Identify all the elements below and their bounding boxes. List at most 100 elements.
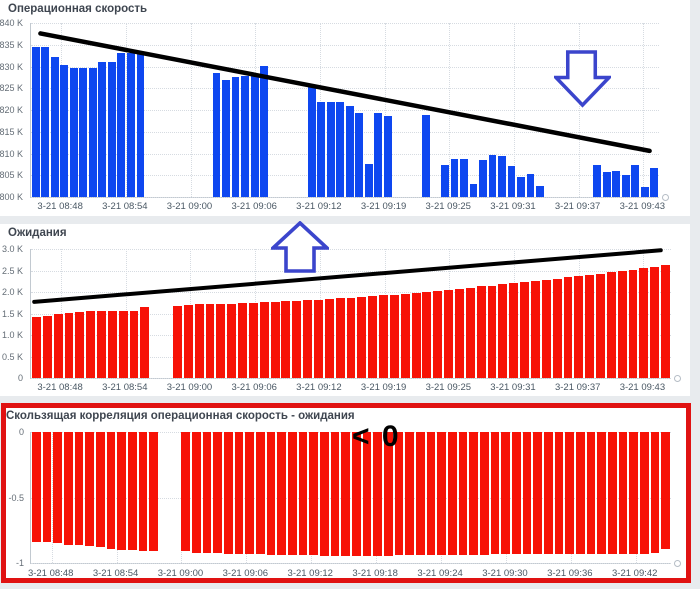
- bar: [530, 280, 540, 378]
- bar: [400, 293, 410, 378]
- x-tick-label: 3-21 09:43: [619, 382, 666, 393]
- bar: [86, 311, 96, 378]
- bar: [303, 300, 313, 378]
- negative-correlation-annotation: < 0: [352, 420, 401, 453]
- y-tick-label: 3.0 K: [1, 244, 23, 254]
- bar: [64, 312, 74, 378]
- bar: [498, 284, 508, 378]
- bar: [596, 273, 605, 378]
- x-tick-label: 3-21 09:24: [417, 568, 463, 579]
- bar: [509, 283, 519, 378]
- bar: [383, 432, 393, 557]
- y-tick-label: 0: [18, 427, 24, 437]
- bar: [536, 185, 544, 197]
- y-tick-label: 840 K: [0, 18, 23, 28]
- bar: [490, 432, 500, 554]
- x-tick-label: 3-21 09:06: [222, 568, 269, 579]
- bar: [374, 112, 383, 197]
- h-gridline: [31, 378, 671, 379]
- waits-chart-plot[interactable]: [30, 248, 681, 382]
- x-tick-label: 3-21 08:54: [92, 568, 139, 579]
- bar: [522, 432, 532, 554]
- bar: [389, 294, 399, 378]
- bar: [368, 296, 378, 378]
- v-gridline: [190, 23, 192, 197]
- bar: [621, 174, 630, 197]
- bar: [31, 46, 40, 197]
- x-tick-label: 3-21 09:18: [352, 568, 398, 579]
- bar: [335, 298, 345, 378]
- bar: [552, 278, 562, 378]
- bar: [526, 173, 535, 197]
- speed-chart-panel: Операционная скорость 840 K 835 K 830 K 825…: [0, 0, 690, 216]
- axis-end-marker: [674, 560, 681, 567]
- x-tick-label: 3-21 08:48: [37, 382, 83, 393]
- y-tick-label: 0: [17, 373, 23, 383]
- bar: [607, 432, 617, 554]
- x-tick-label: 3-21 09:30: [482, 568, 528, 579]
- x-tick-label: 3-21 09:00: [166, 201, 213, 212]
- x-tick-label: 3-21 08:48: [37, 201, 83, 212]
- x-tick-label: 3-21 09:19: [360, 382, 407, 393]
- waits-chart-title: Ожидания: [8, 227, 67, 239]
- bar: [421, 114, 430, 197]
- bar: [511, 432, 521, 554]
- bar: [351, 432, 361, 557]
- bar: [31, 316, 41, 378]
- bar: [554, 432, 564, 554]
- bar: [41, 46, 50, 197]
- bar: [234, 432, 244, 554]
- v-gridline: [116, 432, 118, 563]
- bar: [345, 106, 354, 197]
- bar: [216, 303, 226, 378]
- speed-chart-title: Операционная скорость: [8, 3, 148, 15]
- bar: [661, 265, 671, 378]
- bar: [498, 155, 506, 197]
- x-tick-label: 3-21 09:25: [425, 201, 471, 212]
- correlation-x-axis-labels: 3-21 08:48 3-21 08:54 3-21 09:00 3-21 09:06…: [28, 568, 670, 580]
- bar: [650, 432, 660, 553]
- bar: [245, 432, 255, 554]
- bar: [520, 282, 529, 378]
- bar: [117, 52, 126, 197]
- correlation-chart-title: Скользящая корреляция операционная скоро…: [6, 410, 355, 422]
- bar: [227, 303, 237, 378]
- correlation-chart-plot[interactable]: [30, 432, 681, 567]
- waits-y-axis-labels: 3.0 K 2.5 K 2.0 K 1.5 K 1.0 K 0.5 K 0: [0, 244, 27, 383]
- bar: [270, 301, 280, 378]
- h-gridline: [31, 249, 671, 250]
- bar: [85, 432, 95, 546]
- bar: [488, 155, 497, 197]
- bar: [364, 164, 373, 197]
- bar: [172, 306, 182, 378]
- y-tick-label: 830 K: [0, 61, 23, 72]
- bar: [97, 311, 106, 378]
- bar: [307, 86, 316, 197]
- bar: [631, 164, 640, 197]
- bar: [379, 295, 388, 378]
- bar: [336, 102, 345, 197]
- bar: [98, 62, 107, 197]
- y-tick-label: 805 K: [0, 170, 23, 181]
- bar: [455, 288, 464, 378]
- bar: [597, 432, 607, 554]
- bar: [50, 56, 59, 197]
- bar: [255, 432, 265, 554]
- bar: [563, 277, 573, 378]
- bar: [383, 116, 392, 197]
- y-tick-label: 810 K: [0, 148, 23, 159]
- bar: [292, 300, 302, 378]
- bar: [60, 65, 69, 197]
- bar: [415, 432, 425, 556]
- x-tick-label: 3-21 09:43: [619, 201, 666, 212]
- bar: [541, 279, 551, 378]
- bar: [63, 432, 73, 545]
- h-gridline: [31, 270, 671, 272]
- bar: [222, 80, 230, 197]
- correlation-y-axis-labels: 0 -0.5 -1: [6, 427, 28, 568]
- bar: [469, 432, 479, 556]
- bar: [309, 432, 319, 556]
- bar: [260, 66, 269, 197]
- bar: [107, 311, 117, 378]
- bar: [661, 432, 671, 549]
